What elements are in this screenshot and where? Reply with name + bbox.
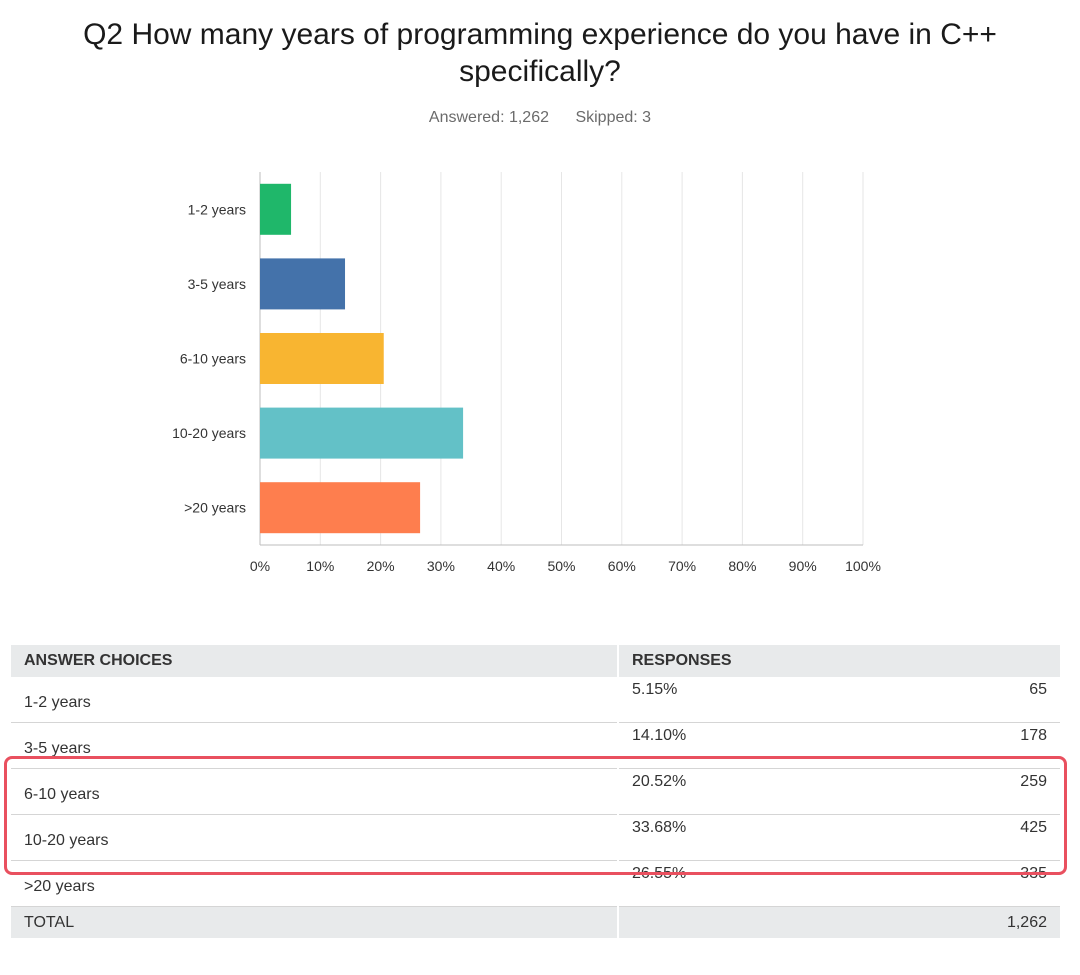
bar (260, 183, 292, 235)
answer-choice: >20 years (11, 860, 619, 907)
x-tick-label: 90% (789, 558, 817, 574)
bar (260, 482, 421, 534)
answer-choice: 10-20 years (11, 814, 619, 861)
category-label: 1-2 years (188, 201, 246, 217)
response-count: 178 (895, 722, 1060, 769)
bar (260, 407, 464, 459)
bar (260, 333, 384, 384)
skipped-count: Skipped: 3 (575, 109, 652, 126)
response-percent: 26.55% (618, 860, 895, 907)
question-title: Q2 How many years of programming experie… (83, 18, 997, 88)
bar (260, 258, 346, 310)
x-tick-label: 80% (728, 558, 756, 574)
category-label: 6-10 years (180, 351, 246, 367)
x-tick-label: 0% (250, 558, 270, 574)
category-label: 10-20 years (172, 425, 246, 441)
total-label: TOTAL (11, 906, 619, 938)
answer-choices-header: ANSWER CHOICES (11, 645, 618, 677)
response-count: 65 (895, 677, 1060, 723)
response-percent: 14.10% (618, 722, 895, 769)
total-row: TOTAL 1,262 (11, 906, 1060, 938)
responses-table: ANSWER CHOICES RESPONSES 1-2 years 5.15%… (11, 645, 1060, 938)
x-tick-label: 100% (845, 558, 881, 574)
x-tick-label: 70% (668, 558, 696, 574)
answer-choice: 1-2 years (11, 677, 619, 723)
total-count: 1,262 (895, 906, 1060, 938)
response-percent: 33.68% (618, 814, 895, 861)
table-row: >20 years 26.55% 335 (11, 860, 1060, 907)
answer-choice: 3-5 years (11, 722, 619, 769)
response-percent: 5.15% (618, 677, 895, 723)
table-row: 10-20 years 33.68% 425 (11, 814, 1060, 861)
x-tick-label: 30% (427, 558, 455, 574)
response-count: 425 (895, 814, 1060, 861)
x-tick-label: 60% (608, 558, 636, 574)
x-tick-label: 20% (367, 558, 395, 574)
category-label: >20 years (184, 500, 246, 516)
response-percent: 20.52% (618, 768, 895, 815)
answered-count: Answered: 1,262 (428, 109, 549, 126)
category-label: 3-5 years (188, 276, 246, 292)
answer-choice: 6-10 years (11, 768, 619, 815)
response-stats: Answered: 1,262 Skipped: 3 (0, 109, 1080, 127)
x-tick-label: 40% (487, 558, 515, 574)
x-tick-label: 50% (547, 558, 575, 574)
responses-header: RESPONSES (617, 645, 1060, 677)
x-tick-label: 10% (306, 558, 334, 574)
table-row: 6-10 years 20.52% 259 (11, 768, 1060, 815)
table-header-row: ANSWER CHOICES RESPONSES (11, 645, 1060, 677)
response-count: 335 (895, 860, 1060, 907)
total-spacer (618, 906, 895, 938)
table-row: 1-2 years 5.15% 65 (11, 677, 1060, 723)
bar-chart: 1-2 years 3-5 years 6-10 years 10-20 years >… (172, 172, 881, 574)
response-count: 259 (895, 768, 1060, 815)
table-row: 3-5 years 14.10% 178 (11, 722, 1060, 769)
